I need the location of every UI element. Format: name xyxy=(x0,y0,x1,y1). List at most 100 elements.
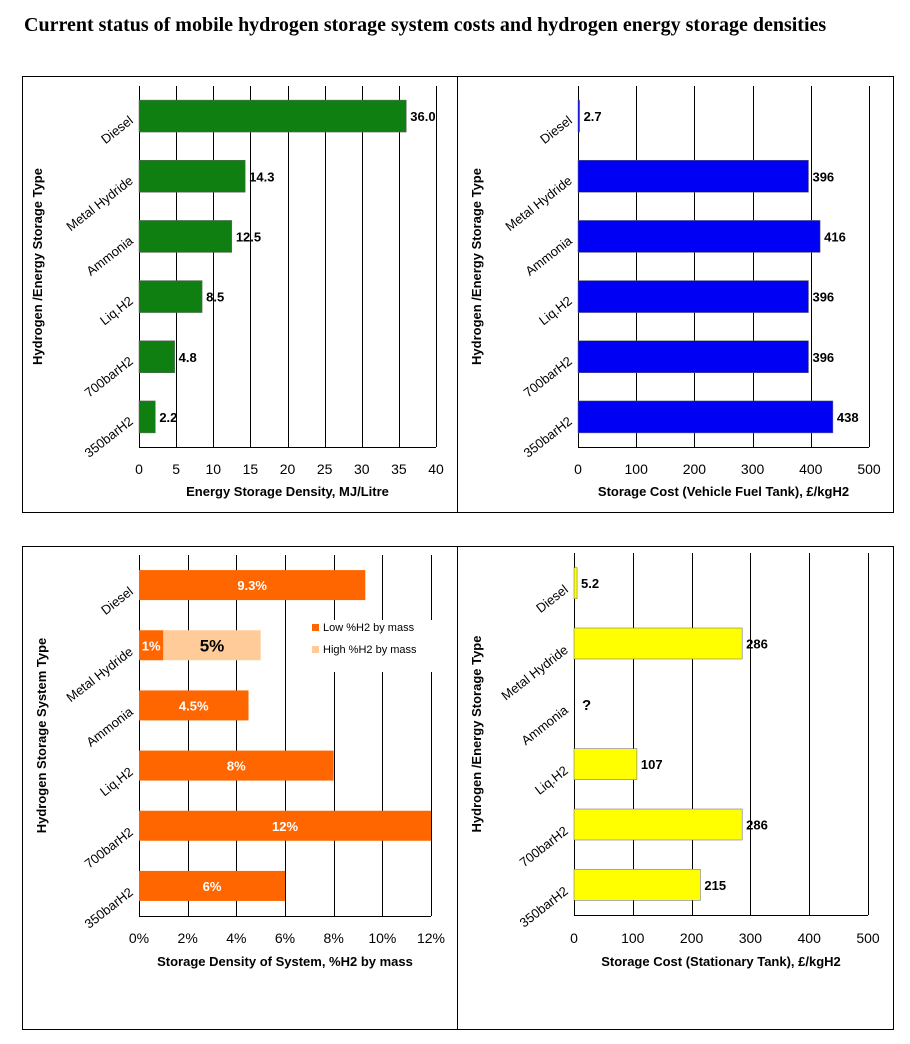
bar xyxy=(573,748,638,780)
data-label: 4.8 xyxy=(179,350,197,365)
bar xyxy=(577,280,809,313)
data-label: 396 xyxy=(812,169,834,184)
data-label: 9.3% xyxy=(237,578,267,593)
x-axis-title: Storage Density of System, %H2 by mass xyxy=(157,954,413,969)
chart-system-density: 0% 2% 4% 6% 8% 10% 12% Diesel 9.3% Metal Hydride 1… xyxy=(22,546,458,1030)
category-label: 350barH2 xyxy=(517,883,571,930)
bar-low xyxy=(139,750,334,781)
x-tick-label: 0 xyxy=(570,930,578,946)
category-label: Ammonia xyxy=(83,232,136,278)
bar-low xyxy=(139,810,431,841)
category-label: Metal Hydride xyxy=(63,173,135,234)
category-label: Ammonia xyxy=(522,232,575,278)
bar xyxy=(138,280,203,313)
category-label: Diesel xyxy=(98,113,136,147)
bar xyxy=(573,808,743,841)
x-axis-title: Storage Cost (Stationary Tank), £/kgH2 xyxy=(601,954,841,969)
x-tick-label: 8% xyxy=(324,930,344,946)
data-label: 396 xyxy=(812,350,834,365)
category-label: 350barH2 xyxy=(82,413,136,460)
bar-high xyxy=(163,630,261,661)
x-tick-label: 0 xyxy=(574,461,582,477)
chart-frame xyxy=(457,546,894,1030)
data-label: 4.5% xyxy=(179,698,209,713)
category-label: 700barH2 xyxy=(517,823,571,870)
legend-entry: Low %H2 by mass xyxy=(323,622,415,634)
page-title: Current status of mobile hydrogen storag… xyxy=(24,14,827,36)
bar xyxy=(577,340,809,373)
data-label: 8% xyxy=(227,759,246,774)
data-label: 2.2 xyxy=(159,410,177,425)
y-axis-title: Hydrogen /Energy Storage Type xyxy=(30,168,45,365)
category-label: Metal Hydride xyxy=(498,642,570,703)
category-label: Liq.H2 xyxy=(532,763,571,798)
data-label: 36.0 xyxy=(410,109,435,124)
bar xyxy=(573,627,743,660)
category-label: Ammonia xyxy=(518,702,571,748)
data-label: 6% xyxy=(203,879,222,894)
x-tick-label: 6% xyxy=(275,930,295,946)
data-label: ? xyxy=(582,697,591,714)
bar xyxy=(573,869,701,901)
category-label: 700barH2 xyxy=(82,353,136,400)
x-tick-label: 4% xyxy=(226,930,246,946)
y-axis-title: Hydrogen /Energy Storage Type xyxy=(469,636,484,833)
data-label: 12.5 xyxy=(236,229,261,244)
x-tick-label: 20 xyxy=(280,461,296,477)
x-tick-label: 5 xyxy=(172,461,180,477)
bar xyxy=(138,340,175,373)
bar xyxy=(138,220,233,253)
bar-low xyxy=(139,690,249,721)
bar-low xyxy=(139,870,285,901)
data-label: 286 xyxy=(746,637,768,652)
legend-swatch xyxy=(312,646,319,653)
x-tick-label: 400 xyxy=(798,930,822,946)
x-axis-title: Storage Cost (Vehicle Fuel Tank), £/kgH2 xyxy=(598,484,849,499)
data-label: 286 xyxy=(746,818,768,833)
category-label: Diesel xyxy=(533,582,571,616)
x-tick-label: 10% xyxy=(368,930,396,946)
bar xyxy=(138,160,246,193)
x-tick-label: 12% xyxy=(417,930,445,946)
data-label: 12% xyxy=(272,819,298,834)
bar xyxy=(573,567,578,599)
x-tick-label: 30 xyxy=(354,461,370,477)
category-label: Ammonia xyxy=(83,703,136,749)
x-tick-label: 2% xyxy=(178,930,198,946)
chart-energy-density: 0 5 10 15 20 25 30 35 40 Diesel 36.0 Metal Hydride 1… xyxy=(22,76,458,513)
bar xyxy=(577,99,580,133)
x-tick-label: 10 xyxy=(205,461,221,477)
x-tick-label: 40 xyxy=(428,461,444,477)
x-tick-label: 100 xyxy=(625,461,649,477)
x-tick-label: 200 xyxy=(680,930,704,946)
data-label: 438 xyxy=(837,410,859,425)
data-label: 396 xyxy=(812,290,834,305)
legend-swatch xyxy=(312,624,319,631)
data-label: 215 xyxy=(704,878,726,893)
category-label: Metal Hydride xyxy=(63,644,135,705)
category-label: Liq.H2 xyxy=(97,764,136,799)
x-tick-label: 100 xyxy=(621,930,645,946)
bar xyxy=(577,220,821,253)
bar xyxy=(577,400,834,434)
x-tick-label: 25 xyxy=(317,461,333,477)
data-label: 5% xyxy=(200,636,225,655)
category-label: 350barH2 xyxy=(82,884,136,931)
data-label: 2.7 xyxy=(584,109,602,124)
bar-low xyxy=(139,630,164,661)
x-axis-title: Energy Storage Density, MJ/Litre xyxy=(186,484,389,499)
x-tick-label: 200 xyxy=(683,461,707,477)
x-tick-label: 500 xyxy=(856,930,880,946)
x-tick-label: 300 xyxy=(741,461,765,477)
category-label: Diesel xyxy=(98,584,136,618)
data-label: 14.3 xyxy=(249,169,274,184)
data-label: 8.5 xyxy=(206,290,224,305)
legend-entry: High %H2 by mass xyxy=(323,644,417,656)
x-tick-label: 300 xyxy=(739,930,763,946)
chart-stationary-tank-cost: 0 100 200 300 400 500 Diesel 5.2 Metal Hydride 28… xyxy=(457,546,894,1030)
x-tick-label: 0 xyxy=(135,461,143,477)
data-label: 1% xyxy=(142,638,161,653)
category-label: Metal Hydride xyxy=(502,173,574,234)
legend-box xyxy=(306,620,436,672)
bar-low xyxy=(139,570,366,601)
